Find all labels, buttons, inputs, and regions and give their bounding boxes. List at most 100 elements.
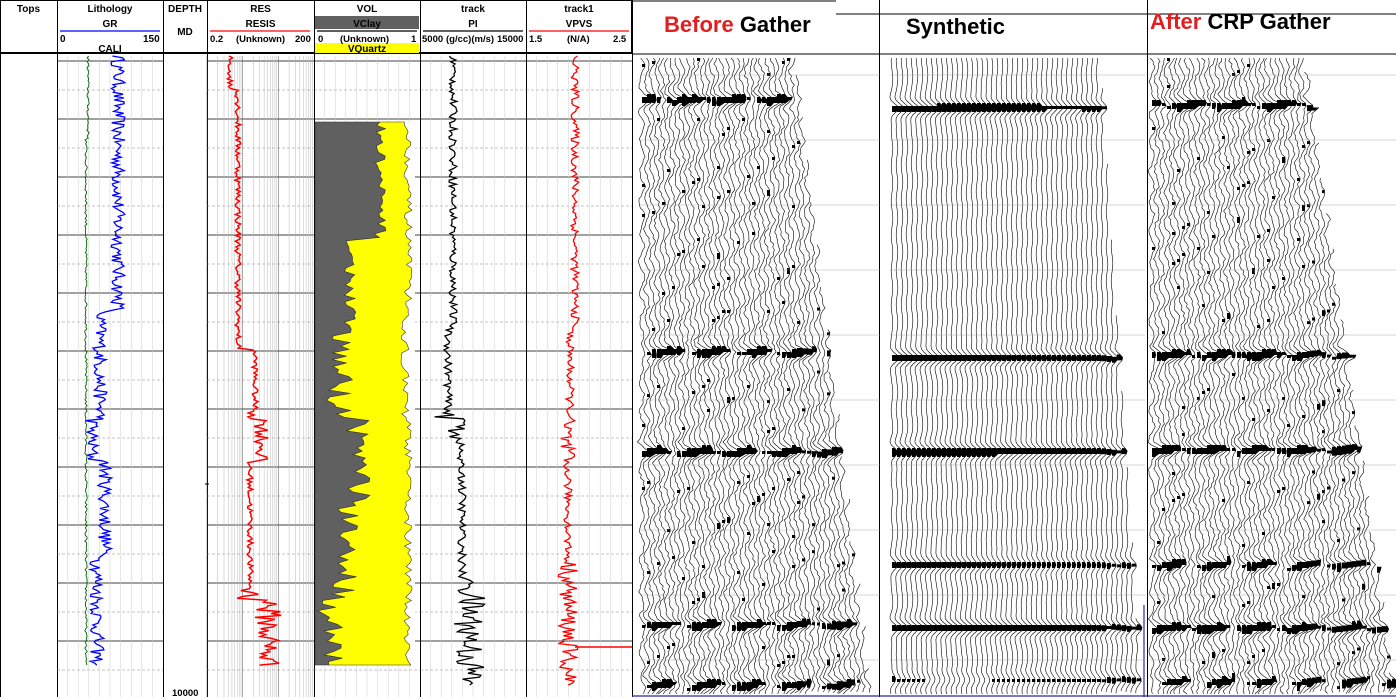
gr-max-label: 150 bbox=[143, 34, 160, 45]
seismic-peak-fill-before bbox=[777, 352, 780, 355]
seismic-peak-fill-synthetic bbox=[1107, 356, 1113, 362]
seismic-peak-fill-before bbox=[702, 385, 706, 388]
seismic-peak-fill-before bbox=[722, 520, 726, 523]
seismic-peak-fill-after bbox=[1367, 676, 1371, 680]
seismic-peak-fill-before bbox=[832, 476, 835, 480]
seismic-trace-after bbox=[1389, 672, 1396, 694]
seismic-peak-fill-before bbox=[672, 682, 677, 685]
seismic-peak-fill-before bbox=[647, 571, 651, 574]
seismic-peak-fill-before bbox=[727, 349, 731, 352]
seismic-peak-fill-after bbox=[1257, 235, 1261, 238]
seismic-peak-fill-after bbox=[1252, 418, 1255, 421]
seismic-peak-fill-synthetic bbox=[907, 448, 913, 457]
seismic-trace-after bbox=[1252, 57, 1266, 695]
seismic-peak-fill-synthetic bbox=[1037, 355, 1043, 361]
seismic-trace-before bbox=[798, 117, 811, 694]
seismic-peak-fill-synthetic bbox=[967, 355, 973, 361]
seismic-peak-fill-after bbox=[1337, 662, 1341, 666]
seismic-peak-fill-after bbox=[1372, 627, 1376, 634]
seismic-trace-synthetic bbox=[969, 57, 980, 695]
seismic-peak-fill-synthetic bbox=[967, 103, 974, 112]
seismic-peak-fill-before bbox=[757, 166, 760, 169]
seismic-peak-fill-synthetic bbox=[952, 562, 958, 568]
seismic-peak-fill-synthetic bbox=[942, 448, 949, 457]
seismic-trace-synthetic bbox=[1034, 57, 1044, 695]
seismic-peak-fill-synthetic bbox=[1052, 625, 1058, 631]
seismic-peak-fill-before bbox=[682, 250, 685, 253]
seismic-peak-fill-before bbox=[747, 385, 751, 388]
seismic-trace-after bbox=[1273, 57, 1286, 695]
seismic-peak-fill-after bbox=[1177, 286, 1180, 289]
seismic-peak-fill-before bbox=[697, 682, 704, 691]
seismic-peak-fill-before bbox=[702, 97, 707, 100]
seismic-peak-fill-before bbox=[817, 370, 821, 374]
seismic-peak-fill-after bbox=[1192, 355, 1195, 358]
seismic-peak-fill-after bbox=[1287, 424, 1291, 427]
seismic-peak-fill-after bbox=[1247, 103, 1252, 106]
seismic-peak-fill-before bbox=[792, 655, 795, 658]
seismic-peak-fill-before bbox=[677, 451, 681, 457]
seismic-peak-fill-synthetic bbox=[1102, 448, 1108, 455]
seismic-peak-fill-after bbox=[1277, 628, 1280, 631]
seismic-peak-fill-after bbox=[1257, 679, 1264, 688]
seismic-peak-fill-before bbox=[792, 535, 796, 538]
seismic-peak-fill-after bbox=[1322, 448, 1326, 452]
seismic-peak-fill-synthetic bbox=[962, 103, 969, 112]
seismic-peak-fill-synthetic bbox=[972, 448, 979, 457]
seismic-peak-fill-before bbox=[747, 349, 754, 355]
seismic-peak-fill-before bbox=[812, 346, 817, 353]
seismic-peak-fill-after bbox=[1182, 625, 1188, 631]
seismic-peak-fill-after bbox=[1197, 100, 1204, 106]
seismic-trace-synthetic bbox=[1094, 57, 1103, 695]
seismic-peak-fill-before bbox=[757, 496, 761, 502]
seismic-trace-synthetic bbox=[929, 57, 939, 695]
seismic-peak-fill-before bbox=[642, 214, 645, 217]
seismic-peak-fill-synthetic bbox=[1057, 448, 1064, 454]
seismic-peak-fill-synthetic bbox=[1032, 355, 1038, 361]
seismic-peak-fill-synthetic bbox=[1007, 355, 1013, 361]
seismic-peak-fill-after bbox=[1152, 448, 1159, 457]
seismic-peak-fill-synthetic bbox=[917, 679, 921, 682]
seismic-peak-fill-before bbox=[787, 268, 790, 274]
seismic-peak-fill-synthetic bbox=[1072, 355, 1078, 361]
seismic-peak-fill-after bbox=[1322, 430, 1325, 434]
seismic-peak-fill-before bbox=[802, 681, 807, 688]
vol-track-title: VOL bbox=[356, 4, 378, 15]
seismic-trace-after bbox=[1257, 57, 1271, 695]
seismic-peak-fill-synthetic bbox=[927, 562, 933, 568]
seismic-peak-fill-after bbox=[1332, 563, 1336, 570]
seismic-peak-fill-after bbox=[1207, 682, 1212, 688]
seismic-peak-fill-after bbox=[1367, 562, 1371, 566]
seismic-trace-before bbox=[763, 57, 775, 695]
seismic-trace-synthetic bbox=[1064, 58, 1074, 694]
seismic-peak-fill-synthetic bbox=[1027, 562, 1032, 568]
seismic-peak-fill-before bbox=[732, 625, 737, 631]
seismic-peak-fill-after bbox=[1242, 97, 1249, 106]
seismic-peak-fill-after bbox=[1197, 625, 1204, 634]
seismic-peak-fill-synthetic bbox=[1032, 448, 1039, 454]
seismic-peak-fill-synthetic bbox=[982, 562, 987, 568]
seismic-peak-fill-before bbox=[787, 388, 791, 391]
seismic-peak-fill-before bbox=[702, 205, 706, 208]
seismic-peak-fill-synthetic bbox=[967, 562, 973, 568]
seismic-trace-after bbox=[1182, 57, 1195, 695]
seismic-peak-fill-before bbox=[812, 622, 815, 626]
seismic-peak-fill-before bbox=[727, 190, 731, 193]
seismic-peak-fill-synthetic bbox=[952, 355, 959, 361]
seismic-peak-fill-after bbox=[1262, 679, 1269, 685]
seismic-peak-fill-after bbox=[1257, 325, 1261, 328]
seismic-peak-fill-after bbox=[1172, 499, 1175, 502]
seismic-peak-fill-after bbox=[1282, 277, 1286, 280]
seismic-peak-fill-synthetic bbox=[937, 562, 943, 568]
seismic-trace-synthetic bbox=[1084, 57, 1093, 695]
seismic-trace-synthetic bbox=[984, 57, 995, 695]
seismic-peak-fill-after bbox=[1322, 310, 1326, 317]
seismic-peak-fill-synthetic bbox=[1077, 448, 1083, 454]
seismic-peak-fill-after bbox=[1332, 356, 1337, 360]
seismic-trace-after bbox=[1287, 57, 1301, 695]
seismic-peak-fill-synthetic bbox=[1102, 106, 1107, 110]
seismic-trace-before bbox=[787, 57, 801, 695]
seismic-peak-fill-before bbox=[697, 238, 700, 241]
seismic-peak-fill-after bbox=[1157, 601, 1161, 604]
seismic-peak-fill-after bbox=[1272, 448, 1276, 451]
